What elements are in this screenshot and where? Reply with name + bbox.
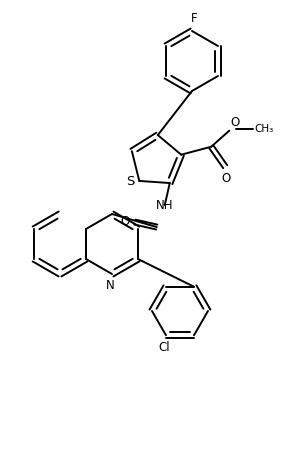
Text: N: N — [106, 279, 114, 292]
Text: O: O — [121, 215, 130, 228]
Text: NH: NH — [156, 198, 173, 211]
Text: O: O — [222, 172, 231, 185]
Text: F: F — [191, 12, 197, 25]
Text: CH₃: CH₃ — [254, 124, 273, 134]
Text: Cl: Cl — [158, 341, 170, 354]
Text: S: S — [126, 176, 134, 189]
Text: O: O — [230, 116, 239, 129]
